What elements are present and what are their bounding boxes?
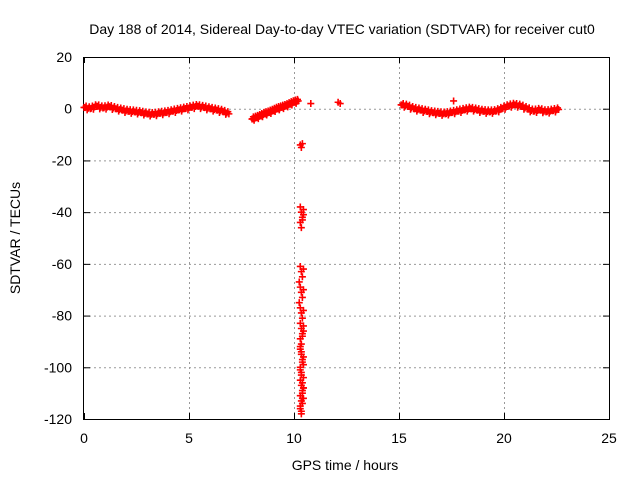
data-point bbox=[224, 108, 232, 116]
x-tick-label: 25 bbox=[601, 430, 617, 446]
data-point bbox=[299, 286, 307, 294]
data-point bbox=[298, 358, 306, 366]
data-point bbox=[298, 273, 306, 281]
x-tick-label: 10 bbox=[286, 430, 302, 446]
y-tick-label: -80 bbox=[52, 308, 72, 324]
data-point bbox=[299, 211, 307, 219]
data-point bbox=[223, 109, 231, 117]
data-point bbox=[295, 299, 303, 307]
data-point bbox=[299, 353, 307, 361]
x-axis-label: GPS time / hours bbox=[292, 457, 399, 473]
data-points bbox=[80, 95, 563, 418]
data-point bbox=[298, 332, 306, 340]
data-point bbox=[554, 104, 562, 112]
y-tick-label: -100 bbox=[44, 359, 72, 375]
axis-ticks bbox=[84, 57, 610, 420]
x-tick-label: 0 bbox=[80, 430, 88, 446]
x-tick-label: 5 bbox=[185, 430, 193, 446]
y-tick-label: 20 bbox=[56, 49, 72, 65]
x-tick-labels: 0 5 10 15 20 25 bbox=[80, 430, 617, 446]
data-point bbox=[296, 405, 304, 413]
data-point bbox=[299, 265, 307, 273]
data-point bbox=[297, 410, 305, 418]
data-point bbox=[294, 95, 301, 103]
data-point bbox=[450, 97, 458, 105]
data-point bbox=[336, 100, 344, 108]
y-tick-labels: 20 0 -20 -40 -60 -80 -100 -120 bbox=[44, 49, 72, 427]
data-point bbox=[307, 100, 315, 108]
y-tick-label: -120 bbox=[44, 411, 72, 427]
x-tick-label: 15 bbox=[391, 430, 407, 446]
chart-title: Day 188 of 2014, Sidereal Day-to-day VTE… bbox=[89, 21, 595, 37]
data-point bbox=[298, 379, 306, 387]
data-point bbox=[297, 348, 305, 356]
x-tick-label: 20 bbox=[496, 430, 512, 446]
data-point bbox=[298, 293, 306, 301]
data-point bbox=[298, 394, 306, 402]
data-point bbox=[299, 327, 307, 335]
y-axis-label: SDTVAR / TECUs bbox=[7, 182, 23, 294]
data-point bbox=[297, 224, 305, 232]
data-point bbox=[297, 144, 305, 151]
y-tick-label: -60 bbox=[52, 256, 72, 272]
data-point bbox=[298, 314, 306, 322]
data-point bbox=[296, 343, 304, 351]
y-tick-label: -40 bbox=[52, 204, 72, 220]
plot-frame bbox=[83, 57, 610, 420]
y-tick-label: 0 bbox=[64, 101, 72, 117]
data-point bbox=[299, 384, 307, 392]
grid bbox=[84, 57, 609, 419]
data-point bbox=[298, 216, 306, 224]
data-point bbox=[299, 306, 307, 314]
data-point bbox=[296, 363, 304, 371]
y-tick-label: -20 bbox=[52, 152, 72, 168]
data-point bbox=[298, 140, 306, 148]
data-point bbox=[295, 278, 303, 286]
data-point bbox=[299, 374, 307, 382]
data-point bbox=[297, 368, 305, 376]
